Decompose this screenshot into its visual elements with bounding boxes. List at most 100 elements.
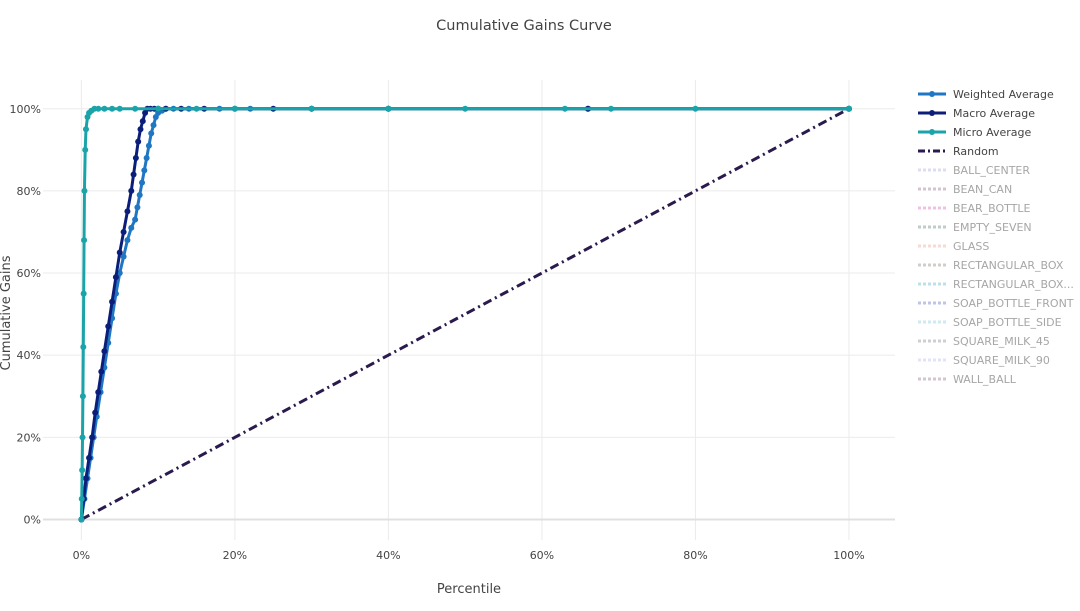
data-point-weighted-average — [120, 253, 127, 260]
data-point-micro-average — [132, 105, 139, 112]
x-axis-ticks: 0% 20% 40% 60% 80% 100% — [73, 549, 865, 562]
x-tick-label: 0% — [73, 549, 90, 562]
data-point-macro-average — [135, 138, 142, 145]
series-line-micro-average — [79, 107, 849, 520]
legend-item-empty-seven[interactable]: EMPTY_SEVEN — [918, 221, 1032, 234]
y-tick-label: 20% — [17, 431, 41, 444]
data-point-macro-average — [109, 298, 116, 305]
legend-item-rectangular-box[interactable]: RECTANGULAR_BOX — [918, 259, 1064, 272]
data-point-weighted-average — [124, 237, 131, 244]
series-line-macro-average — [79, 107, 849, 520]
data-point-micro-average — [308, 105, 315, 112]
legend-label: BALL_CENTER — [953, 164, 1030, 177]
series-line-weighted-average — [79, 107, 849, 520]
data-point-weighted-average — [139, 179, 146, 186]
y-tick-label: 0% — [24, 513, 41, 526]
legend-item-square-milk-45[interactable]: SQUARE_MILK_45 — [918, 335, 1050, 348]
x-tick-label: 80% — [683, 549, 707, 562]
data-point-weighted-average — [150, 122, 157, 129]
legend-item-ball-center[interactable]: BALL_CENTER — [918, 164, 1030, 177]
y-tick-label: 80% — [17, 185, 41, 198]
legend-label: SOAP_BOTTLE_FRONT — [953, 297, 1074, 310]
data-point-micro-average — [81, 187, 88, 194]
data-point-macro-average — [95, 389, 102, 396]
legend-item-glass[interactable]: GLASS — [918, 240, 989, 253]
data-point-micro-average — [109, 105, 116, 112]
legend-label: BEAR_BOTTLE — [953, 202, 1031, 215]
series-micro-average — [78, 105, 852, 523]
data-point-micro-average — [193, 105, 200, 112]
legend-label: SOAP_BOTTLE_SIDE — [953, 316, 1062, 329]
data-point-micro-average — [82, 146, 89, 153]
data-point-macro-average — [98, 368, 105, 375]
x-tick-label: 60% — [530, 549, 554, 562]
data-point-micro-average — [79, 434, 86, 441]
legend-item-weighted-average[interactable]: Weighted Average — [918, 88, 1054, 101]
legend-marker — [929, 91, 935, 97]
legend-item-random[interactable]: Random — [918, 145, 999, 158]
data-point-weighted-average — [143, 155, 150, 162]
data-point-micro-average — [462, 105, 469, 112]
legend-label: GLASS — [953, 240, 989, 253]
data-point-micro-average — [78, 516, 85, 523]
data-point-macro-average — [124, 208, 131, 215]
legend-item-bean-can[interactable]: BEAN_CAN — [918, 183, 1012, 196]
legend-item-rectangular-box[interactable]: RECTANGULAR_BOX... — [918, 278, 1074, 291]
data-point-macro-average — [86, 454, 93, 461]
legend-label: SQUARE_MILK_45 — [953, 335, 1050, 348]
legend-item-bear-bottle[interactable]: BEAR_BOTTLE — [918, 202, 1031, 215]
legend-label: Random — [953, 145, 999, 158]
data-point-weighted-average — [132, 216, 139, 223]
series-random — [80, 107, 850, 521]
data-point-weighted-average — [141, 167, 148, 174]
data-point-macro-average — [132, 155, 139, 162]
data-point-macro-average — [137, 126, 144, 133]
data-point-micro-average — [101, 105, 108, 112]
data-point-macro-average — [116, 249, 123, 256]
legend-item-macro-average[interactable]: Macro Average — [918, 107, 1035, 120]
y-tick-label: 40% — [17, 349, 41, 362]
data-point-micro-average — [82, 126, 89, 133]
legend-label: WALL_BALL — [953, 373, 1017, 386]
data-point-micro-average — [155, 105, 162, 112]
plot-area — [78, 105, 852, 523]
legend-label: SQUARE_MILK_90 — [953, 354, 1050, 367]
legend-item-micro-average[interactable]: Micro Average — [918, 126, 1032, 139]
data-point-macro-average — [101, 348, 108, 355]
data-point-micro-average — [95, 105, 102, 112]
y-axis-ticks: 0% 20% 40% 60% 80% 100% — [10, 103, 41, 527]
data-point-macro-average — [82, 475, 89, 482]
data-point-micro-average — [608, 105, 614, 112]
data-point-macro-average — [105, 323, 112, 330]
series-line-random — [80, 107, 850, 521]
legend-item-soap-bottle-front[interactable]: SOAP_BOTTLE_FRONT — [918, 297, 1074, 310]
legend-item-wall-ball[interactable]: WALL_BALL — [918, 373, 1017, 386]
chart-title: Cumulative Gains Curve — [436, 18, 612, 34]
legend: Weighted Average Macro Average Micro Avera… — [918, 88, 1074, 386]
y-tick-label: 60% — [17, 267, 41, 280]
legend-label: Weighted Average — [953, 88, 1054, 101]
legend-item-square-milk-90[interactable]: SQUARE_MILK_90 — [918, 354, 1050, 367]
data-point-weighted-average — [136, 192, 143, 198]
x-tick-label: 20% — [223, 549, 247, 562]
data-point-micro-average — [692, 105, 699, 112]
data-point-micro-average — [79, 393, 86, 400]
legend-marker — [929, 129, 935, 135]
data-point-micro-average — [845, 105, 852, 112]
data-point-macro-average — [92, 409, 99, 416]
y-axis-title: Cumulative Gains — [0, 255, 14, 370]
legend-item-soap-bottle-side[interactable]: SOAP_BOTTLE_SIDE — [918, 316, 1062, 329]
data-point-weighted-average — [148, 130, 155, 137]
data-point-macro-average — [128, 187, 135, 194]
data-point-macro-average — [120, 228, 127, 235]
legend-marker — [929, 110, 935, 116]
x-tick-label: 40% — [376, 549, 400, 562]
legend-label: BEAN_CAN — [953, 183, 1012, 196]
data-point-macro-average — [139, 118, 146, 125]
data-point-micro-average — [385, 105, 392, 112]
data-point-weighted-average — [134, 204, 141, 211]
x-axis-title: Percentile — [437, 582, 501, 597]
legend-label: RECTANGULAR_BOX — [953, 259, 1064, 272]
data-point-macro-average — [112, 274, 119, 281]
